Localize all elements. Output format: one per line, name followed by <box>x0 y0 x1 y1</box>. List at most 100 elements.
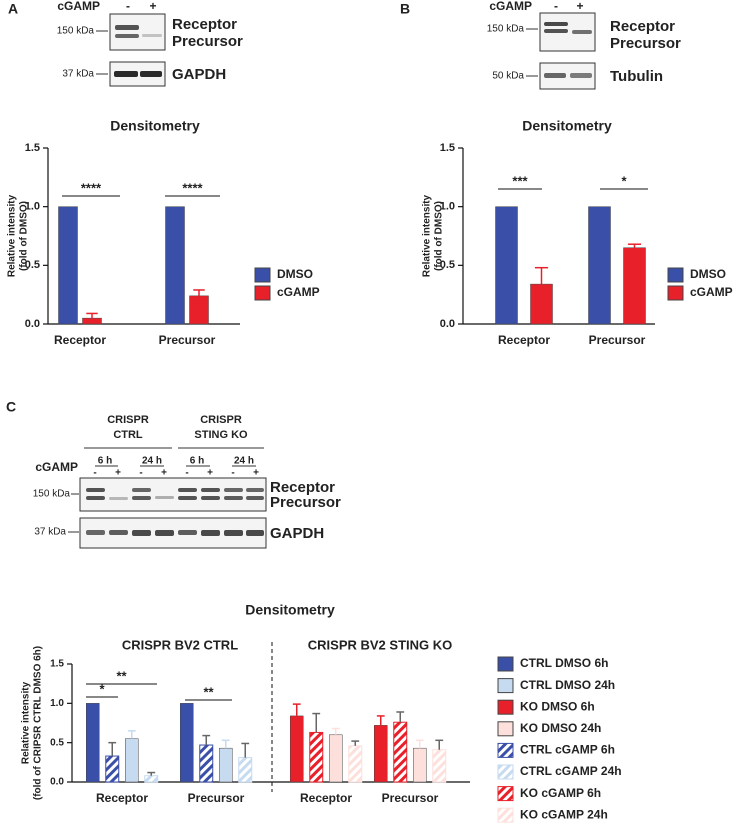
marker-label: 37 kDa <box>62 69 94 80</box>
band <box>544 29 568 33</box>
band <box>115 34 139 38</box>
error-bar <box>86 312 98 319</box>
significance-label: * <box>99 681 105 696</box>
blot: cGAMP - + 150 kDa 37 kDa Receptor Precur… <box>57 0 243 87</box>
bar <box>219 747 233 783</box>
panel-label: B <box>400 1 410 17</box>
chart-title: Densitometry <box>245 602 335 618</box>
lane-label: + <box>576 0 583 13</box>
y-axis-label: (fold of DMSO) <box>19 201 30 271</box>
bar <box>165 206 185 325</box>
legend-label: cGAMP <box>277 285 320 299</box>
x-tick-label: Receptor <box>54 333 106 347</box>
y-tick-label: 1.5 <box>50 659 64 670</box>
legend-swatch <box>497 786 514 802</box>
marker-label: 50 kDa <box>492 71 524 82</box>
band <box>544 22 568 26</box>
y-tick-label: 0.0 <box>50 777 64 788</box>
legend-swatch <box>497 807 514 823</box>
bar <box>348 745 363 783</box>
error-bar <box>108 741 117 757</box>
time-label: 24 h <box>234 456 254 467</box>
band-label: Receptor <box>610 18 675 35</box>
lane-label: - <box>231 468 234 479</box>
bar <box>238 757 253 783</box>
error-bar <box>292 703 301 716</box>
y-axis-label: Relative intensity <box>21 681 32 764</box>
band-label: Precursor <box>610 35 681 52</box>
group-label: STING KO <box>194 429 248 441</box>
group-label: CRISPR <box>107 414 149 426</box>
error-bar <box>331 727 340 735</box>
lane-label: + <box>115 468 121 479</box>
y-tick-label: 1.5 <box>25 142 40 154</box>
y-axis-label: Relative intensity <box>7 194 18 277</box>
y-tick-label: 0.5 <box>25 259 40 271</box>
x-tick-label: Receptor <box>300 791 352 805</box>
legend-swatch <box>667 285 684 301</box>
lane-label: + <box>161 468 167 479</box>
bar <box>105 755 120 783</box>
band-row <box>86 530 264 536</box>
bar <box>530 283 553 325</box>
bar-chart: Densitometry CRISPR BV2 CTRL CRISPR BV2 ST… <box>21 602 622 823</box>
legend-label: cGAMP <box>690 285 733 299</box>
error-bar <box>312 712 321 733</box>
legend-label: CTRL DMSO 6h <box>520 656 608 670</box>
legend-label: DMSO <box>277 267 313 281</box>
x-tick-label: Precursor <box>188 791 245 805</box>
group-label: CTRL <box>113 429 143 441</box>
marker-label: 150 kDa <box>33 489 71 500</box>
bar <box>413 747 427 783</box>
error-bar <box>241 742 250 758</box>
legend-label: CTRL DMSO 24h <box>520 678 615 692</box>
legend-swatch <box>497 764 514 780</box>
error-bar <box>435 739 444 750</box>
legend-label: KO DMSO 6h <box>520 699 595 713</box>
x-tick-label: Precursor <box>589 333 646 347</box>
blot-box <box>79 477 267 512</box>
band <box>115 25 139 30</box>
band <box>544 73 566 78</box>
legend-swatch <box>254 267 271 283</box>
y-axis-label: (fold of DMSO) <box>434 201 445 271</box>
treatment-label: cGAMP <box>489 0 532 13</box>
lane-label: - <box>139 468 142 479</box>
significance-label: **** <box>81 180 102 195</box>
x-tick-label: Receptor <box>498 333 550 347</box>
error-bar <box>147 771 156 776</box>
y-axis-label: (fold of CRIPSR CTRL DMSO 6h) <box>33 646 44 800</box>
bar <box>86 703 100 783</box>
bar-chart: Densitometry Relative intensity (fold of D… <box>422 118 733 347</box>
band-label: GAPDH <box>172 66 226 83</box>
band <box>570 73 592 78</box>
marker-label: 150 kDa <box>57 26 95 37</box>
legend-swatch <box>497 699 514 715</box>
subtitle: CRISPR BV2 STING KO <box>308 637 452 652</box>
lane-label: + <box>207 468 213 479</box>
legend-label: DMSO <box>690 267 726 281</box>
blot-box <box>109 13 166 51</box>
bar <box>495 206 518 325</box>
lane-label: - <box>126 0 130 13</box>
legend-swatch <box>497 721 514 737</box>
bar <box>623 247 646 325</box>
significance-label: * <box>621 173 627 188</box>
error-bar <box>415 739 424 749</box>
band-label: Tubulin <box>610 68 663 85</box>
treatment-label: cGAMP <box>35 460 78 474</box>
legend-swatch <box>497 656 514 672</box>
blot: CRISPR CTRL CRISPR STING KO 6 h 24 h 6 h… <box>33 414 341 549</box>
band <box>140 71 162 77</box>
significance-label: **** <box>182 180 203 195</box>
band <box>142 34 162 37</box>
bar <box>329 734 343 783</box>
x-tick-label: Precursor <box>382 791 439 805</box>
legend-label: KO cGAMP 24h <box>520 807 608 821</box>
error-bar <box>193 289 205 296</box>
time-label: 24 h <box>142 456 162 467</box>
bar <box>180 703 194 783</box>
error-bar <box>221 739 230 749</box>
y-tick-label: 0.0 <box>440 318 455 330</box>
